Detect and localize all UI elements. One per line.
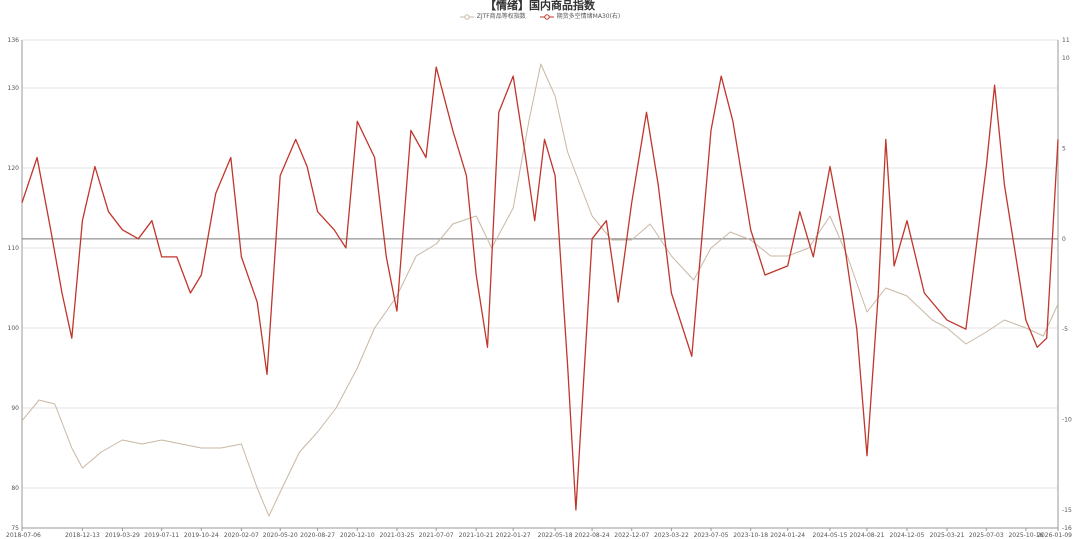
y-right-tick-label: 10 — [1062, 55, 1070, 62]
x-tick-label: 2020-02-07 — [224, 532, 259, 539]
y-left-tick-label: 136 — [8, 37, 20, 44]
x-tick-label: 2019-07-11 — [144, 532, 179, 539]
x-tick-label: 2021-07-07 — [419, 532, 454, 539]
y-right-tick-label: 11 — [1062, 37, 1070, 44]
x-tick-label: 2020-08-27 — [300, 532, 335, 539]
y-left-tick-label: 90 — [11, 405, 19, 412]
legend-label-index: ZJTF商品等权指数 — [476, 13, 526, 20]
y-right-tick-label: -10 — [1062, 417, 1072, 424]
series-line-sentiment — [21, 66, 1059, 511]
x-tick-label: 2025-03-21 — [930, 532, 965, 539]
legend: ZJTF商品等权指数 期货多空情绪MA30(右) — [0, 13, 1080, 21]
x-tick-label: 2022-05-18 — [538, 532, 573, 539]
x-tick-label: 2018-07-06 — [6, 532, 41, 539]
x-tick-label: 2022-12-07 — [614, 532, 649, 539]
y-left-tick-label: 75 — [11, 525, 19, 532]
x-tick-label: 2024-12-05 — [890, 532, 925, 539]
y-right-tick-label: -5 — [1062, 326, 1068, 333]
x-tick-label: 2019-10-24 — [184, 532, 219, 539]
legend-item-index[interactable]: ZJTF商品等权指数 — [459, 13, 526, 21]
x-tick-label: 2026-01-09 — [1037, 532, 1072, 539]
y-right-tick-label: 5 — [1062, 145, 1066, 152]
x-tick-label: 2022-01-27 — [496, 532, 531, 539]
x-tick-label: 2024-05-15 — [813, 532, 848, 539]
y-right-tick-label: 0 — [1062, 236, 1066, 243]
x-tick-label: 2025-10-16 — [1008, 532, 1043, 539]
x-tick-label: 2024-01-24 — [770, 532, 805, 539]
y-left-tick-label: 130 — [8, 85, 20, 92]
x-tick-label: 2023-03-22 — [654, 532, 689, 539]
x-tick-label: 2020-12-10 — [340, 532, 375, 539]
y-left-tick-label: 100 — [8, 325, 20, 332]
x-tick-label: 2024-08-21 — [850, 532, 885, 539]
x-tick-label: 2021-03-25 — [379, 532, 414, 539]
legend-item-sentiment[interactable]: 期货多空情绪MA30(右) — [539, 13, 621, 21]
legend-marker-sentiment — [539, 13, 554, 20]
legend-label-sentiment: 期货多空情绪MA30(右) — [556, 13, 621, 20]
x-tick-label: 2023-10-18 — [733, 532, 768, 539]
x-tick-label: 2019-03-29 — [105, 532, 140, 539]
y-left-tick-label: 120 — [8, 165, 20, 172]
series-line-index — [21, 63, 1059, 517]
x-tick-label: 2021-10-21 — [459, 532, 494, 539]
x-tick-label: 2020-05-20 — [263, 532, 298, 539]
x-tick-label: 2018-12-13 — [65, 532, 100, 539]
y-right-tick-label: -16 — [1062, 525, 1072, 532]
x-tick-label: 2022-08-24 — [575, 532, 610, 539]
legend-marker-index — [459, 13, 474, 20]
y-right-tick-label: -15 — [1062, 507, 1072, 514]
x-tick-label: 2023-07-05 — [694, 532, 729, 539]
x-tick-label: 2025-07-03 — [969, 532, 1004, 539]
y-left-tick-label: 80 — [11, 485, 19, 492]
chart-title: 【情绪】国内商品指数 — [485, 0, 595, 12]
y-left-tick-label: 110 — [8, 245, 20, 252]
